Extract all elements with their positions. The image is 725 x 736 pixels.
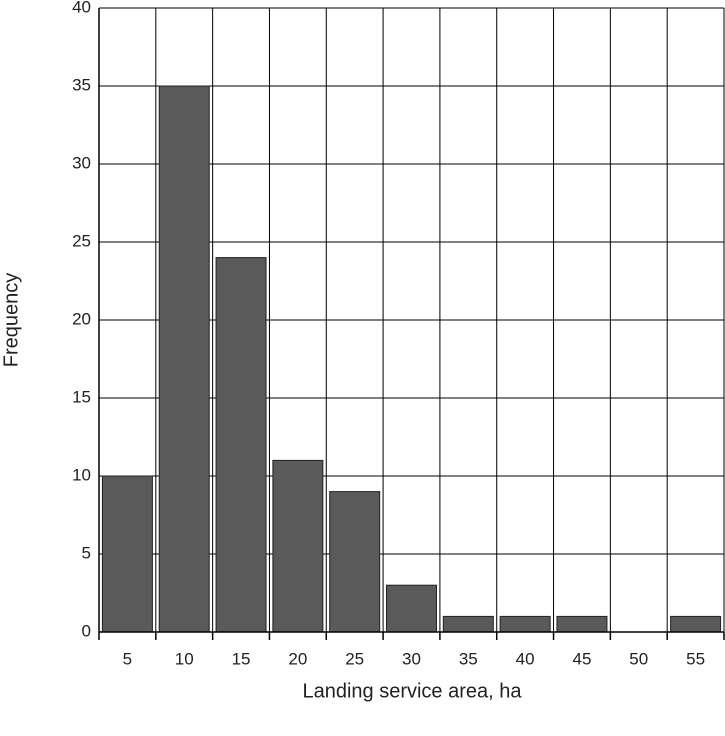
bar — [215, 257, 267, 633]
bar — [499, 615, 551, 633]
y-tick-label: 5 — [82, 543, 91, 562]
y-tick-label: 30 — [72, 153, 91, 172]
x-tick-label: 10 — [175, 649, 194, 668]
bar — [101, 475, 153, 633]
x-axis-title: Landing service area, ha — [302, 680, 522, 702]
x-tick-label: 35 — [459, 649, 478, 668]
x-tick-label: 5 — [123, 649, 132, 668]
x-tick-label: 45 — [572, 649, 591, 668]
bar — [556, 615, 608, 633]
x-tick-label: 55 — [686, 649, 705, 668]
x-tick-label: 30 — [402, 649, 421, 668]
bar — [272, 459, 324, 633]
x-tick-label: 40 — [516, 649, 535, 668]
y-tick-label: 10 — [72, 465, 91, 484]
bar — [670, 615, 722, 633]
bar — [329, 491, 381, 633]
y-axis-title: Frequency — [0, 273, 22, 368]
y-tick-label: 25 — [72, 231, 91, 250]
x-tick-label: 50 — [629, 649, 648, 668]
y-tick-label: 15 — [72, 387, 91, 406]
y-tick-label: 40 — [72, 0, 91, 16]
y-tick-label: 35 — [72, 75, 91, 94]
bar — [158, 85, 210, 633]
x-tick-label: 20 — [288, 649, 307, 668]
x-tick-label: 25 — [345, 649, 364, 668]
x-tick-label: 15 — [232, 649, 251, 668]
y-tick-label: 0 — [82, 621, 91, 640]
y-tick-label: 20 — [72, 309, 91, 328]
bar — [442, 615, 494, 633]
bar — [386, 584, 437, 633]
